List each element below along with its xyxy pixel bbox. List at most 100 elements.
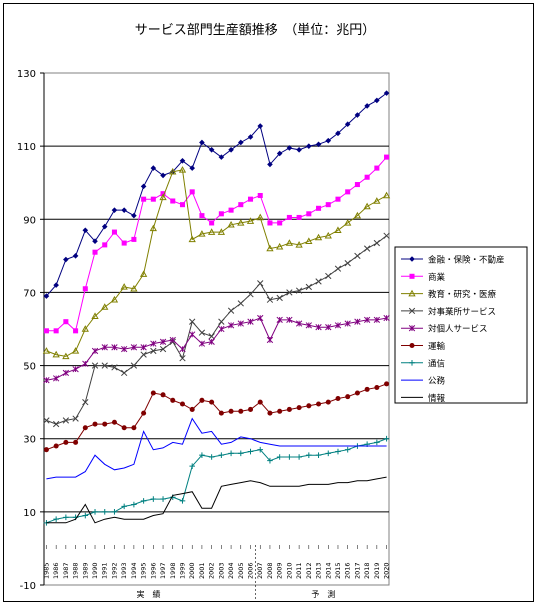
- data-point: [121, 369, 128, 377]
- data-point: [131, 425, 137, 431]
- x-tick-label: 2001: [198, 562, 206, 579]
- data-point: [306, 403, 312, 409]
- data-point: [334, 265, 342, 272]
- data-point: [208, 454, 215, 460]
- legend-label: 対個人サービス: [428, 324, 488, 335]
- data-point: [285, 239, 294, 246]
- data-point: [102, 421, 108, 427]
- data-point: [179, 157, 186, 164]
- data-point: [140, 351, 147, 358]
- data-point: [199, 397, 205, 403]
- data-point: [266, 296, 274, 303]
- data-point: [237, 219, 245, 226]
- data-point: [43, 377, 50, 384]
- data-point: [189, 165, 196, 171]
- data-point: [238, 202, 244, 208]
- x-tick-label: 2012: [305, 562, 313, 579]
- data-point: [382, 191, 391, 199]
- data-point: [383, 435, 390, 442]
- data-point: [277, 408, 283, 414]
- legend-item: 情報: [401, 393, 446, 404]
- data-point: [363, 245, 371, 252]
- data-point: [267, 220, 273, 226]
- data-point: [92, 238, 98, 245]
- data-point: [140, 498, 147, 504]
- data-point: [218, 211, 224, 217]
- series-2: [43, 154, 390, 334]
- data-point: [315, 324, 322, 331]
- data-point: [335, 448, 341, 455]
- data-point: [189, 331, 196, 338]
- data-point: [101, 303, 109, 310]
- data-point: [209, 399, 215, 405]
- data-point: [121, 240, 127, 246]
- data-point: [335, 395, 341, 402]
- x-tick-label: 2011: [295, 562, 303, 579]
- x-tick-label: 2004: [227, 562, 235, 579]
- series-9: [46, 476, 387, 524]
- data-point: [131, 212, 137, 219]
- data-point: [53, 443, 59, 449]
- data-point: [227, 220, 235, 228]
- x-tick-label: 2018: [363, 562, 371, 579]
- data-point: [188, 235, 196, 243]
- data-point: [63, 514, 69, 521]
- data-point: [179, 202, 186, 208]
- x-tick-label: 2019: [373, 562, 381, 579]
- data-point: [120, 283, 128, 290]
- data-point: [71, 347, 80, 354]
- y-tick-label: 70: [23, 288, 36, 299]
- data-point: [344, 446, 351, 453]
- legend-marker: [408, 325, 416, 332]
- data-point: [373, 316, 381, 324]
- data-point: [130, 284, 138, 292]
- x-tick-label: 2008: [266, 562, 274, 579]
- data-point: [102, 242, 108, 248]
- data-point: [111, 207, 118, 213]
- data-point: [179, 498, 186, 504]
- data-point: [354, 182, 360, 188]
- data-point: [315, 452, 322, 458]
- data-point: [91, 312, 99, 319]
- data-point: [266, 244, 274, 252]
- data-point: [218, 452, 225, 458]
- data-point: [267, 161, 273, 168]
- data-point: [373, 239, 381, 247]
- legend-box: [394, 246, 528, 404]
- legend-item: 公務: [401, 376, 446, 387]
- data-point: [160, 496, 166, 502]
- data-point: [130, 362, 138, 369]
- data-point: [237, 320, 244, 327]
- data-point: [82, 398, 89, 406]
- data-point: [179, 401, 186, 407]
- legend-label: 通信: [428, 358, 446, 369]
- data-point: [217, 228, 226, 235]
- data-point: [316, 205, 322, 211]
- x-group-label: 予 測: [311, 589, 335, 599]
- legend-label: 情報: [428, 393, 446, 404]
- data-point: [316, 401, 322, 407]
- data-point: [277, 220, 283, 226]
- legend-item: 運輸: [401, 341, 446, 352]
- data-point: [257, 192, 263, 199]
- legend-marker: [409, 342, 415, 349]
- data-point: [305, 322, 312, 329]
- data-point: [238, 408, 244, 414]
- data-point: [256, 213, 264, 221]
- data-point: [334, 226, 342, 233]
- x-tick-label: 1987: [62, 562, 70, 579]
- data-point: [150, 496, 157, 502]
- data-point: [150, 390, 156, 396]
- data-point: [354, 252, 361, 260]
- data-point: [101, 362, 108, 369]
- data-point: [306, 143, 312, 149]
- x-tick-label: 2005: [237, 562, 245, 579]
- x-tick-label: 2015: [334, 562, 342, 579]
- data-point: [160, 392, 166, 398]
- data-point: [247, 406, 254, 412]
- data-point: [111, 419, 117, 425]
- x-tick-label: 2010: [285, 562, 293, 579]
- x-tick-label: 2000: [188, 562, 196, 579]
- series-8: [46, 417, 387, 480]
